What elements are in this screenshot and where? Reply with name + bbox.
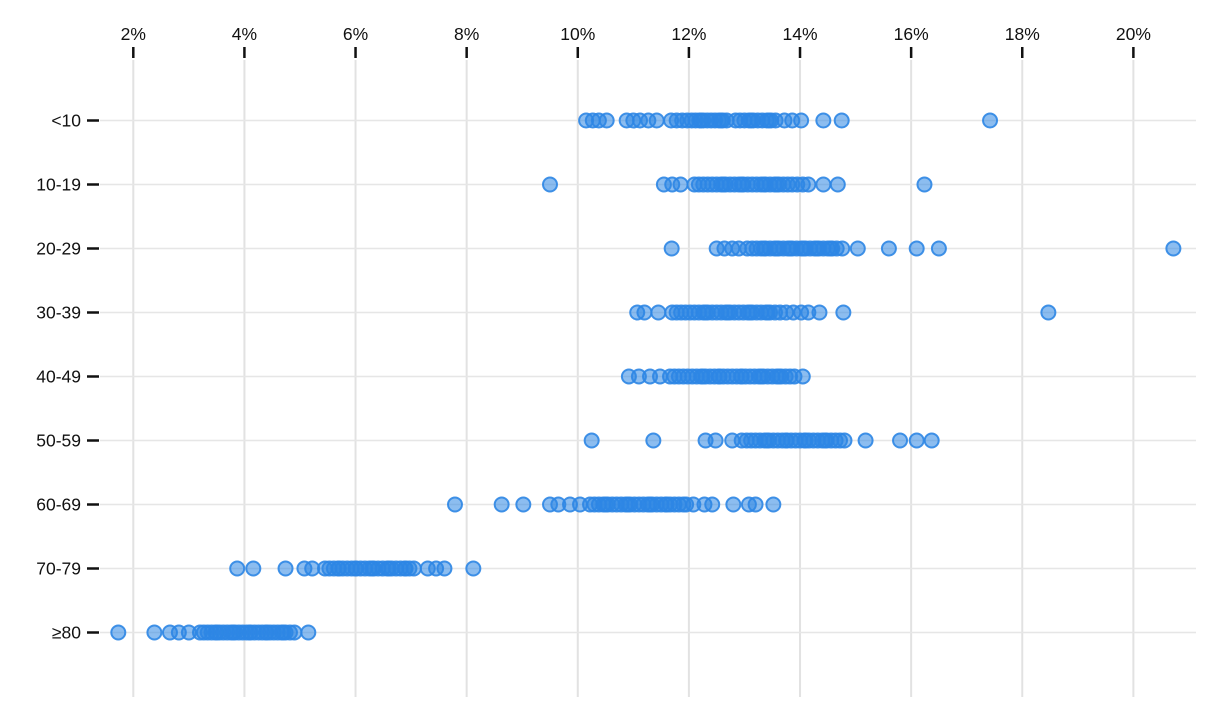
data-point xyxy=(648,112,665,129)
data-point xyxy=(849,240,866,257)
y-tick-label: ≥80 xyxy=(52,623,81,643)
x-tick-label: 16% xyxy=(894,24,929,44)
data-point xyxy=(747,496,764,513)
data-point xyxy=(707,432,724,449)
data-point xyxy=(110,624,127,641)
data-point xyxy=(515,496,532,513)
y-tick-label: <10 xyxy=(51,111,81,131)
data-point xyxy=(1165,240,1182,257)
data-point xyxy=(446,496,463,513)
data-point xyxy=(836,432,853,449)
data-point xyxy=(765,496,782,513)
data-point xyxy=(229,560,246,577)
data-point xyxy=(636,304,653,321)
data-point xyxy=(800,176,817,193)
data-point xyxy=(811,304,828,321)
data-point xyxy=(300,624,317,641)
data-point xyxy=(908,240,925,257)
data-point xyxy=(663,240,680,257)
data-point xyxy=(583,432,600,449)
data-point xyxy=(465,560,482,577)
data-point xyxy=(493,496,510,513)
data-point xyxy=(908,432,925,449)
x-tick-label: 6% xyxy=(343,24,368,44)
data-point xyxy=(982,112,999,129)
x-tick-label: 14% xyxy=(783,24,818,44)
data-point xyxy=(835,304,852,321)
data-point xyxy=(245,560,262,577)
data-point xyxy=(286,624,303,641)
data-point xyxy=(923,432,940,449)
x-tick-label: 8% xyxy=(454,24,479,44)
y-tick-label: 60-69 xyxy=(36,495,81,515)
data-point xyxy=(857,432,874,449)
y-tick-label: 30-39 xyxy=(36,303,81,323)
data-point xyxy=(672,176,689,193)
data-point xyxy=(1040,304,1057,321)
x-tick-label: 12% xyxy=(671,24,706,44)
x-tick-label: 2% xyxy=(121,24,146,44)
x-tick-label: 4% xyxy=(232,24,257,44)
data-point xyxy=(146,624,163,641)
data-point xyxy=(405,560,422,577)
y-tick-label: 70-79 xyxy=(36,559,81,579)
data-point xyxy=(880,240,897,257)
data-point xyxy=(916,176,933,193)
data-point xyxy=(598,112,615,129)
data-point xyxy=(436,560,453,577)
data-point xyxy=(725,496,742,513)
x-tick-label: 18% xyxy=(1005,24,1040,44)
data-point xyxy=(793,112,810,129)
y-tick-label: 50-59 xyxy=(36,431,81,451)
data-point xyxy=(542,176,558,193)
y-tick-label: 10-19 xyxy=(36,175,81,195)
x-tick-label: 10% xyxy=(560,24,595,44)
data-point xyxy=(815,176,832,193)
x-tick-label: 20% xyxy=(1116,24,1151,44)
y-tick-label: 40-49 xyxy=(36,367,81,387)
data-point xyxy=(794,368,811,385)
data-point xyxy=(829,176,846,193)
data-point xyxy=(834,240,851,257)
data-point xyxy=(704,496,721,513)
data-point xyxy=(892,432,909,449)
data-point xyxy=(833,112,850,129)
y-tick-label: 20-29 xyxy=(36,239,81,259)
data-point xyxy=(650,304,667,321)
data-point xyxy=(815,112,832,129)
data-point xyxy=(930,240,947,257)
data-point xyxy=(277,560,294,577)
data-point xyxy=(645,432,662,449)
